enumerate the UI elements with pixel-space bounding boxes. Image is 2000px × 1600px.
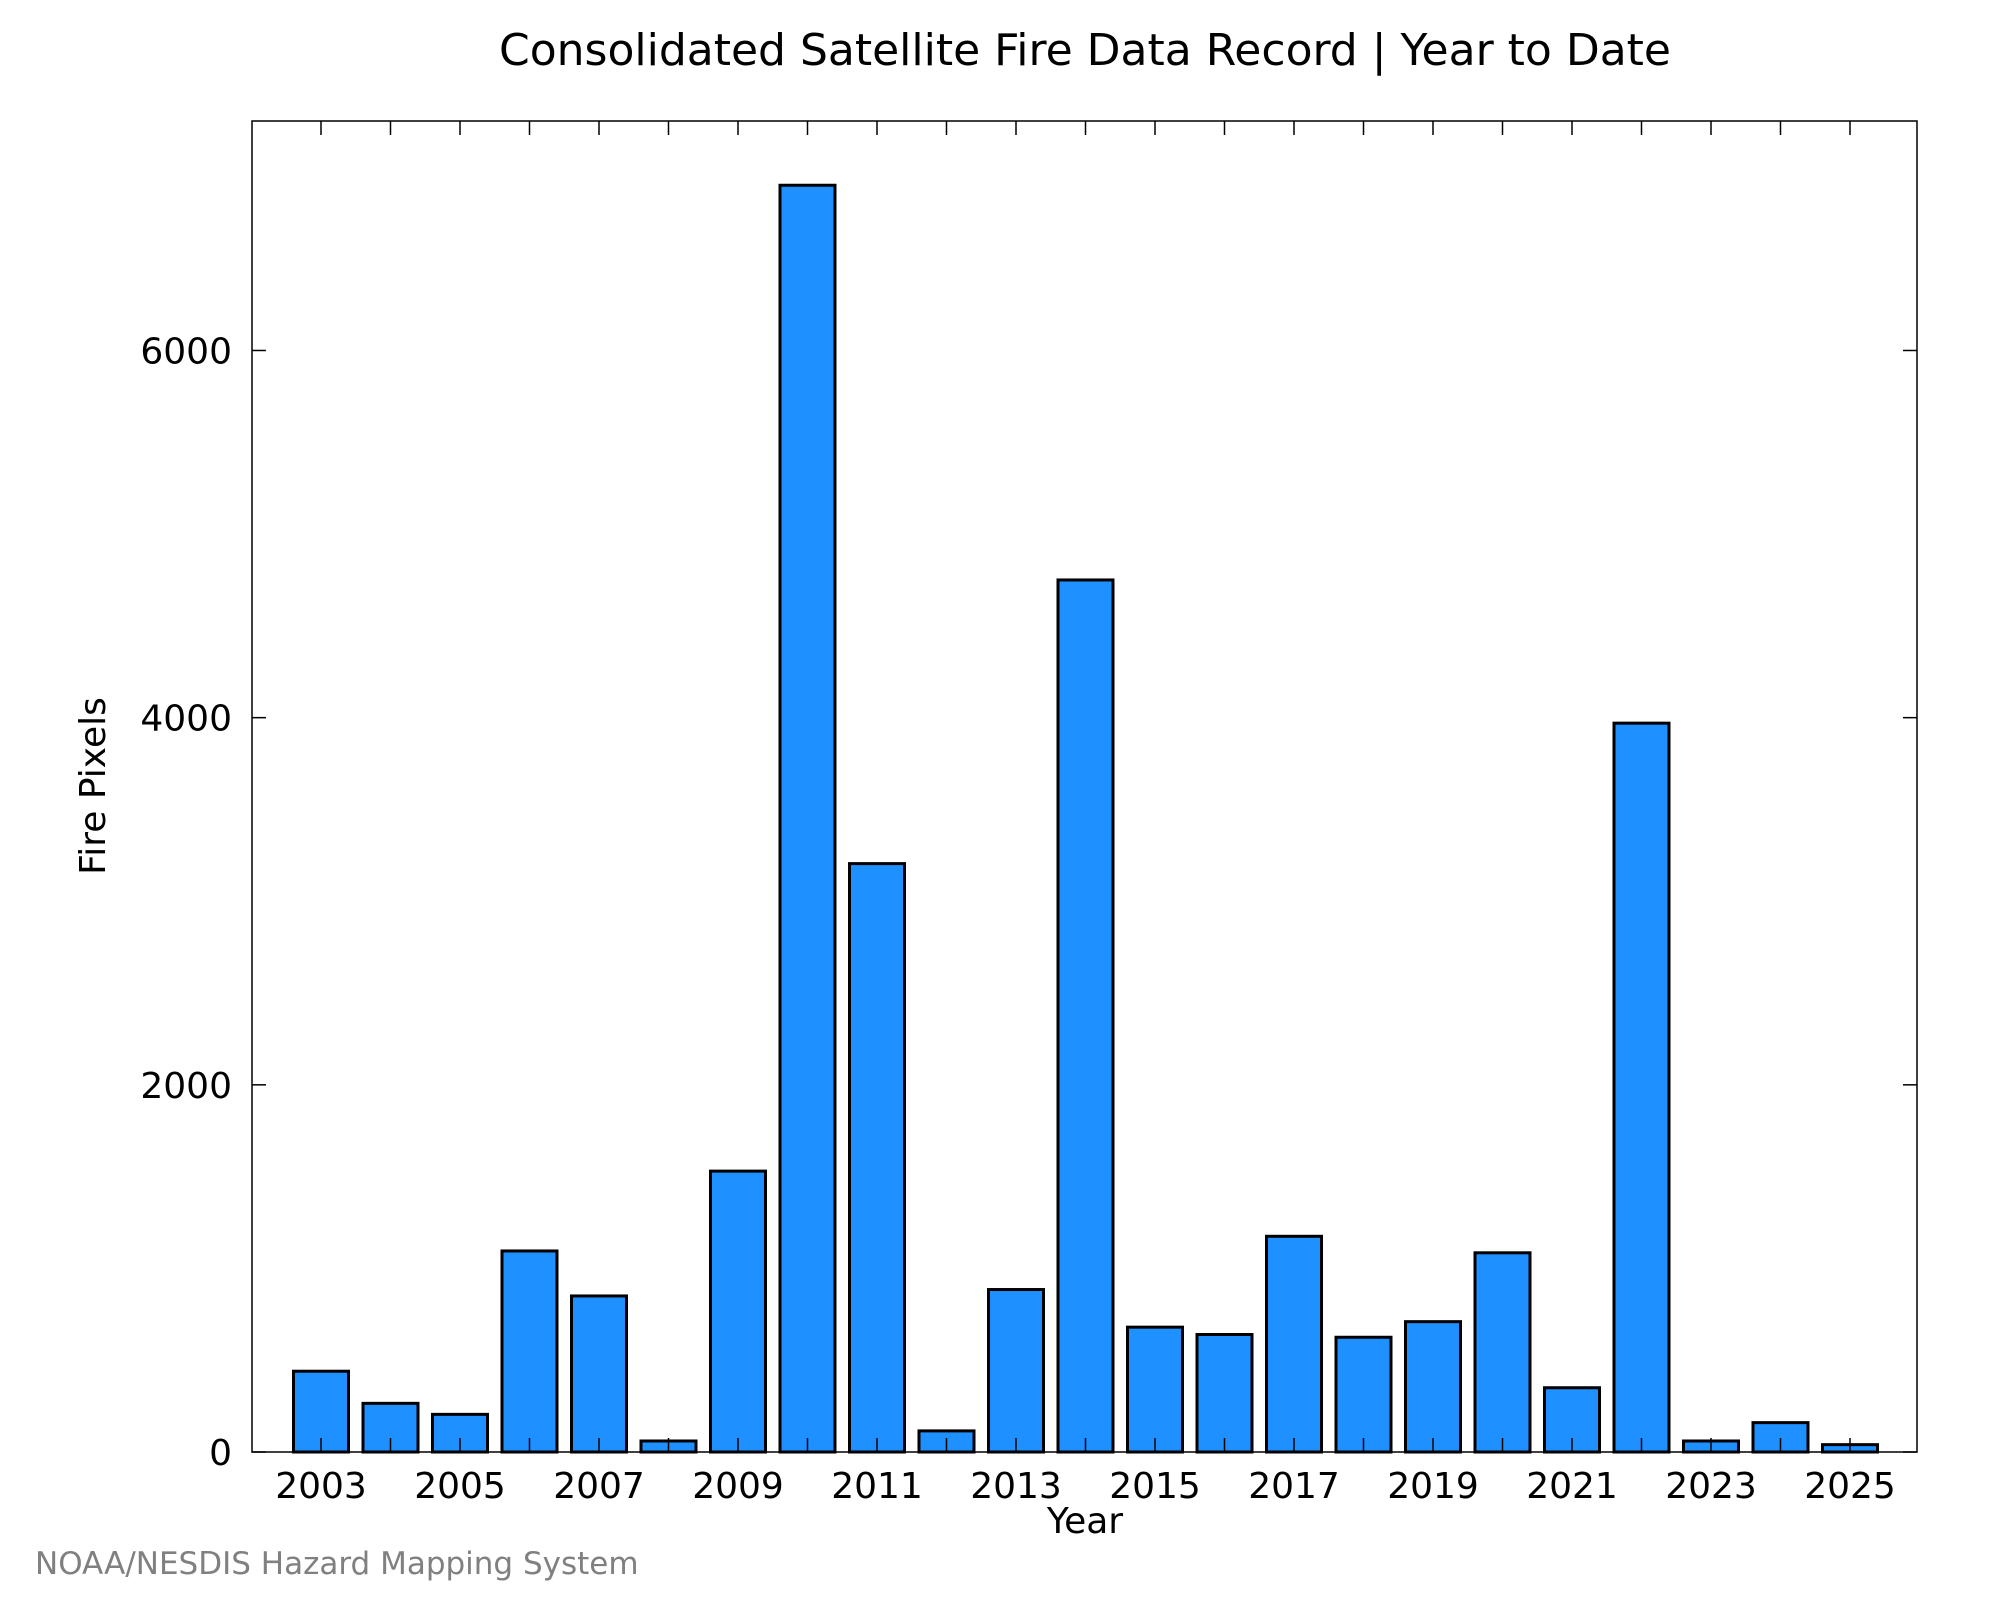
x-tick-label-2019: 2019 [1387,1466,1479,1507]
x-tick-label-2015: 2015 [1109,1466,1201,1507]
bar-2015 [1126,1325,1184,1454]
x-tick-label-2005: 2005 [414,1466,506,1507]
x-tick-label-2007: 2007 [553,1466,645,1507]
x-tick-label-2013: 2013 [970,1466,1062,1507]
x-tick-label-2021: 2021 [1526,1466,1618,1507]
labels-layer: 2003 2005 2007 2009 2011 2013 2015 2017 2019 2021… [140,331,1895,1507]
chart-title: Consolidated Satellite Fire Data Record … [499,25,1671,76]
x-tick-label-2003: 2003 [275,1466,367,1507]
bar-2011 [848,862,906,1454]
bar-2009 [709,1169,767,1454]
bar-2006 [500,1249,559,1454]
x-axis-label: Year [1046,1501,1123,1542]
credit-text: NOAA/NESDIS Hazard Mapping System [35,1546,639,1582]
x-tick-label-2011: 2011 [831,1466,923,1507]
bar-2010 [778,183,837,1454]
bar-2022 [1612,721,1671,1454]
x-tick-label-2009: 2009 [692,1466,784,1507]
bar-2014 [1056,578,1115,1454]
bar-2019 [1404,1320,1462,1454]
bar-2020 [1473,1251,1532,1454]
x-tick-label-2023: 2023 [1665,1466,1757,1507]
bar-2018 [1334,1335,1393,1454]
bar-2007 [570,1294,628,1454]
bars-layer [292,183,1879,1454]
ticks-layer [252,121,1917,1453]
bar-2013 [987,1288,1045,1454]
y-tick-label-2000: 2000 [140,1066,232,1107]
y-tick-label-4000: 4000 [140,699,232,740]
bar-2017 [1265,1234,1323,1454]
x-tick-label-2025: 2025 [1804,1466,1896,1507]
plot-frame [251,120,1918,1453]
y-axis-label: Fire Pixels [73,697,114,875]
bar-2016 [1195,1333,1254,1454]
y-tick-label-6000: 6000 [140,331,232,372]
x-tick-label-2017: 2017 [1248,1466,1340,1507]
y-tick-label-0: 0 [209,1433,232,1474]
